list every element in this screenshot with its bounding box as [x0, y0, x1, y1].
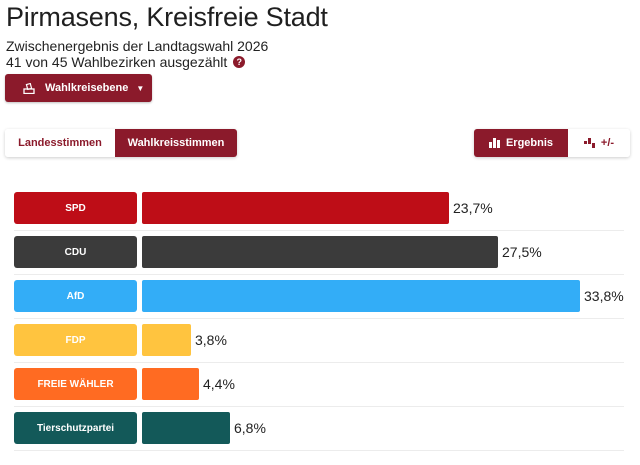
count-status: 41 von 45 Wahlbezirken ausgezählt ?	[6, 54, 246, 70]
chevron-down-icon: ▼	[136, 83, 145, 93]
help-icon[interactable]: ?	[233, 56, 246, 68]
row-divider	[14, 230, 624, 231]
bar-chart-icon	[488, 138, 500, 148]
party-label: FDP	[14, 324, 137, 356]
count-status-text: 41 von 45 Wahlbezirken ausgezählt	[6, 54, 228, 70]
value-label: 27,5%	[502, 244, 542, 260]
tab-ergebnis-label: Ergebnis	[505, 137, 554, 149]
value-label: 6,8%	[234, 420, 266, 436]
value-label: 4,4%	[203, 376, 235, 392]
bar	[142, 236, 498, 268]
level-dropdown-label: Wahlkreisebene	[45, 82, 129, 94]
party-label: Tierschutzpartei	[14, 412, 137, 444]
vote-type-tabs: Landesstimmen Wahlkreisstimmen	[5, 129, 237, 157]
page-title: Pirmasens, Kreisfreie Stadt	[6, 2, 328, 32]
bar	[142, 412, 230, 444]
ballot-box-icon	[23, 82, 35, 94]
party-label: CDU	[14, 236, 137, 268]
tab-difference[interactable]: +/-	[568, 129, 630, 157]
row-divider	[14, 318, 624, 319]
tab-wahlkreisstimmen[interactable]: Wahlkreisstimmen	[115, 129, 237, 157]
tab-ergebnis[interactable]: Ergebnis	[474, 129, 568, 157]
party-label: AfD	[14, 280, 137, 312]
bar	[142, 368, 199, 400]
value-label: 33,8%	[584, 288, 624, 304]
election-subtitle: Zwischenergebnis der Landtagswahl 2026	[6, 38, 269, 54]
value-label: 3,8%	[195, 332, 227, 348]
tab-landesstimmen[interactable]: Landesstimmen	[5, 129, 115, 157]
tab-difference-label: +/-	[600, 137, 615, 149]
party-label: FREIE WÄHLER	[14, 368, 137, 400]
row-divider	[14, 274, 624, 275]
row-divider	[14, 450, 624, 451]
row-divider	[14, 406, 624, 407]
level-dropdown-button[interactable]: Wahlkreisebene ▼	[5, 74, 152, 102]
bar	[142, 192, 449, 224]
value-label: 23,7%	[453, 200, 493, 216]
row-divider	[14, 362, 624, 363]
view-mode-tabs: Ergebnis +/-	[474, 129, 630, 157]
bar	[142, 324, 191, 356]
party-label: SPD	[14, 192, 137, 224]
bar	[142, 280, 580, 312]
diff-chart-icon	[583, 138, 595, 148]
